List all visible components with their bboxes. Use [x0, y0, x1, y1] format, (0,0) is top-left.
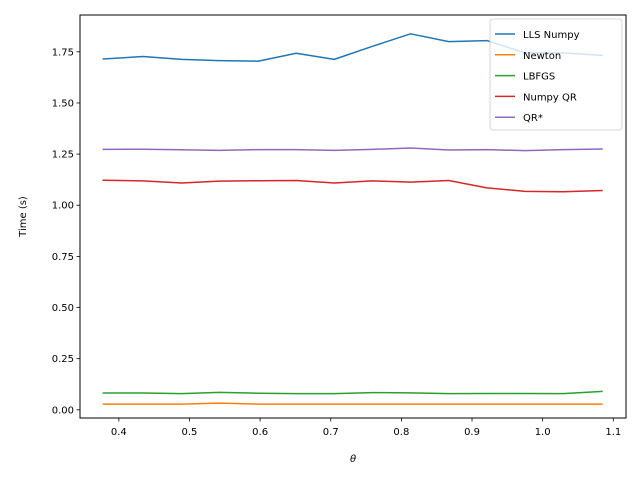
plot-frame [79, 14, 627, 419]
y-tick-label: 0.75 [52, 252, 74, 263]
series-line-3 [102, 179, 603, 193]
y-tick-label: 0.25 [52, 354, 74, 365]
legend: LLS Numpy Newton LBFGS Numpy QR QR* [489, 18, 623, 131]
y-tick-label: 0.50 [52, 303, 74, 314]
series-line-2 [102, 390, 603, 395]
x-tick-label: 0.5 [182, 427, 198, 438]
x-axis-ticks: 0.4 0.5 0.6 0.7 0.8 0.9 1.0 1.1 [111, 418, 621, 438]
y-tick-label: 1.00 [52, 201, 74, 212]
x-tick-label: 0.9 [464, 427, 480, 438]
y-tick-label: 1.50 [52, 98, 74, 109]
series-line-1 [102, 402, 603, 405]
x-tick-label: 0.7 [323, 427, 339, 438]
x-tick-label: 1.0 [535, 427, 551, 438]
y-tick-label: 1.25 [52, 150, 74, 161]
x-tick-label: 1.1 [605, 427, 621, 438]
x-tick-label: 0.8 [393, 427, 409, 438]
series-line-4 [102, 147, 603, 152]
y-axis-label: Time (s) [18, 196, 29, 238]
legend-box [489, 18, 623, 131]
y-axis-ticks: 0.00 0.25 0.50 0.75 1.00 1.25 1.50 1.75 [52, 47, 80, 416]
y-tick-label: 1.75 [52, 47, 74, 58]
x-tick-label: 0.6 [252, 427, 268, 438]
legend-label: QR* [523, 113, 543, 124]
y-tick-label: 0.00 [52, 405, 74, 416]
legend-label: Numpy QR [523, 92, 577, 103]
legend-label: LLS Numpy [523, 30, 580, 41]
legend-label: LBFGS [523, 72, 555, 83]
legend-label: Newton [523, 51, 561, 62]
x-tick-label: 0.4 [111, 427, 127, 438]
x-axis-label: θ [350, 454, 356, 465]
